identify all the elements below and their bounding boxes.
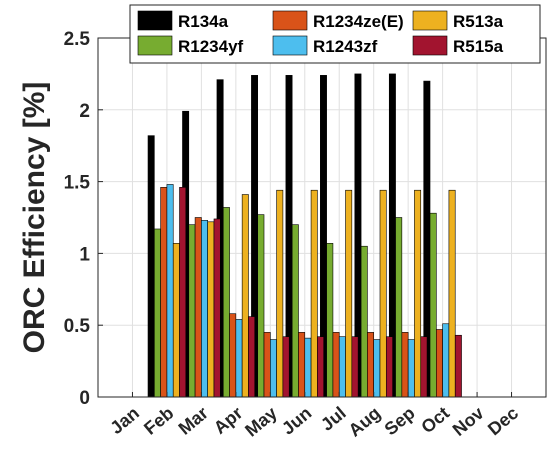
bar-r513a-aug [379,189,387,398]
legend-swatch [137,10,173,31]
bar-r515a-jun [317,336,324,398]
legend-label: R1234yf [178,37,244,56]
y-tick-label: 2.5 [64,29,91,50]
bar-r1243zf-jun [304,337,312,398]
legend-label: R134a [178,12,229,31]
x-tick-label-dec: Dec [484,403,522,440]
x-tick-label-apr: Apr [210,403,247,438]
bar-r1243zf-may [270,339,277,398]
y-axis-ticks: 0 0.5 1 1.5 2 2.5 [64,29,103,409]
bar-r513a-apr [241,194,249,398]
bar-r515a-feb [179,187,187,398]
bar-r1234zee-sep [401,332,409,398]
legend: R134a R1234yf R1234ze(E) R1243zf R513a R515a [129,4,541,64]
y-axis-label: ORC Efficiency [%] [18,82,51,354]
bar-r515a-oct [454,334,462,398]
bar-r1234yf-aug [360,245,368,398]
bar-r513a-jul [345,189,353,398]
bar-r1243zf-sep [407,339,415,398]
legend-swatch [137,35,173,56]
bar-r513a-mar [207,221,215,398]
bar-r1234zee-oct [436,329,443,398]
legend-swatch [272,35,308,56]
legend-label: R1243zf [313,37,378,56]
bar-r1234yf-apr [222,207,230,398]
x-tick-label-feb: Feb [140,403,177,439]
x-tick-label-mar: Mar [175,403,212,439]
bar-r1234zee-mar [194,217,202,398]
bar-r1243zf-mar [201,220,208,398]
bar-r1234yf-jul [326,243,334,398]
bar-r1234yf-jun [291,224,299,398]
legend-box [129,4,541,64]
legend-label: R1234ze(E) [313,12,404,31]
legend-swatch [412,10,448,31]
bar-r513a-oct [448,189,456,398]
y-tick-label: 0.5 [64,316,91,337]
bar-r1243zf-jul [338,336,346,398]
legend-swatch [412,35,448,56]
legend-label: R515a [453,37,504,56]
bar-r513a-jun [310,189,318,398]
bar-r134a-feb [147,135,155,398]
x-tick-label-may: May [241,403,281,441]
bar-r1234yf-oct [429,212,437,398]
legend-swatch [272,10,308,31]
bar-r1234yf-may [257,214,265,398]
legend-label: R513a [453,12,504,31]
bar-r1234zee-may [263,332,271,398]
bar-r1243zf-feb [166,184,174,398]
bar-r1234zee-apr [229,313,237,398]
y-tick-label: 1.5 [64,173,91,194]
bar-r513a-may [276,189,284,398]
x-tick-label-jul: Jul [317,403,350,435]
x-tick-label-sep: Sep [381,403,419,440]
bar-r515a-mar [213,218,221,398]
bar-r1243zf-apr [235,319,243,398]
bar-r1234zee-aug [367,332,374,398]
x-tick-label-aug: Aug [345,403,385,441]
bar-r1234zee-jul [332,332,340,398]
y-tick-label: 2 [79,101,90,122]
bar-r1234yf-mar [188,224,196,398]
bar-r515a-jul [351,336,359,398]
x-tick-label-oct: Oct [417,403,453,438]
x-tick-label-jan: Jan [106,403,143,438]
bar-r1243zf-oct [442,323,450,398]
bar-r1243zf-aug [373,339,381,398]
bar-r1234yf-sep [395,217,403,398]
bar-r513a-sep [414,189,422,398]
bar-r515a-aug [385,336,393,398]
bar-r1234zee-jun [298,332,306,398]
bar-r1234zee-feb [160,187,168,398]
bar-r515a-apr [248,316,256,398]
bar-r513a-feb [172,243,180,398]
x-tick-label-nov: Nov [449,403,488,440]
bar-r1234yf-feb [154,228,161,398]
y-tick-label: 0 [79,388,90,409]
bar-r515a-may [282,336,290,398]
y-tick-label: 1 [79,244,90,265]
x-tick-label-jun: Jun [278,403,315,439]
bar-r515a-sep [420,336,428,398]
